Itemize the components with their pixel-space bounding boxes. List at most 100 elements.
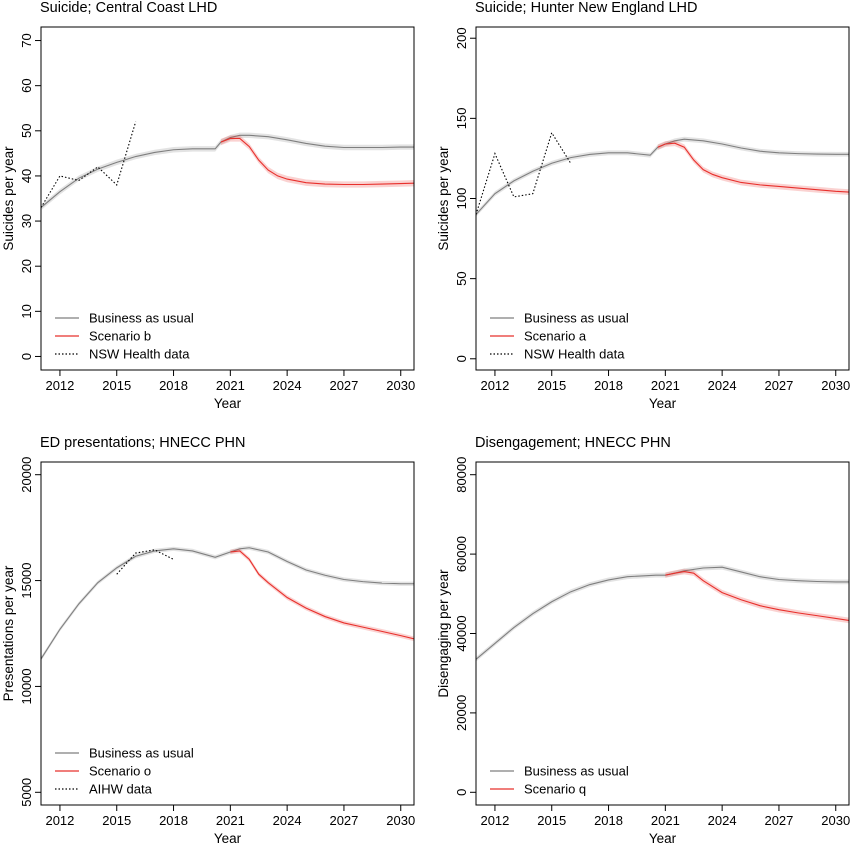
x-tick-label: 2018 [159,378,188,393]
series-line-nsw-health-data [476,131,572,215]
series-band-business-as-usual [41,132,414,211]
y-tick-label: 0 [454,355,469,362]
x-tick-label: 2024 [708,378,737,393]
y-tick-label: 150 [454,108,469,130]
chart-title: Disengagement; HNECC PHN [475,435,671,451]
series-line-scenario-o [230,550,414,640]
x-tick-label: 2015 [537,378,566,393]
legend-label: Scenario b [89,329,151,344]
x-tick-label: 2012 [45,813,74,828]
x-tick-label: 2015 [102,378,131,393]
legend-label: NSW Health data [89,347,190,362]
x-tick-label: 2012 [480,378,509,393]
series-line-scenario-q [665,571,849,621]
legend-label: NSW Health data [524,347,625,362]
y-tick-label: 50 [454,271,469,285]
x-tick-label: 2018 [594,378,623,393]
x-tick-label: 2030 [386,378,415,393]
x-tick-label: 2021 [216,378,245,393]
x-axis-label: Year [214,831,242,844]
chart-title: Suicide; Central Coast LHD [40,0,217,16]
x-tick-label: 2027 [764,813,793,828]
x-axis-label: Year [214,396,242,411]
chart-panel-1: Suicide; Central Coast LHD 2012 2015 2018 20… [1,0,415,411]
legend: Business as usual Scenario b NSW Health da… [55,311,194,362]
series-band-business-as-usual [476,136,849,217]
chart-title: ED presentations; HNECC PHN [40,435,246,451]
plot-frame [40,26,415,371]
x-tick-label: 2018 [159,813,188,828]
y-tick-label: 40 [19,169,34,183]
y-tick-label: 200 [454,27,469,49]
legend: Business as usual Scenario a NSW Health da… [490,311,629,362]
series-line-business-as-usual [41,134,414,208]
y-axis-label: Presentations per year [1,565,16,701]
legend-label: Scenario q [524,782,586,797]
chart-panel-3: ED presentations; HNECC PHN 2012 2015 2018 2… [1,435,415,846]
y-tick-label: 60000 [454,536,469,572]
plot-frame [475,461,850,806]
x-tick-label: 2021 [651,378,680,393]
chart-panel-4: Disengagement; HNECC PHN 2012 2015 2018 2021… [436,435,850,846]
series-band-business-as-usual [41,545,414,662]
legend-label: Scenario a [524,329,587,344]
series-line-scenario-b [220,137,414,186]
x-tick-label: 2027 [329,378,358,393]
y-tick-label: 10000 [19,668,34,704]
x-tick-label: 2024 [273,378,302,393]
y-tick-label: 80000 [454,457,469,493]
y-tick-label: 100 [454,188,469,210]
plot-frame [475,26,850,371]
x-tick-label: 2012 [480,813,509,828]
y-tick-label: 20 [19,259,34,273]
x-tick-label: 2030 [386,813,415,828]
y-tick-label: 20000 [454,695,469,731]
legend: Business as usual Scenario o AIHW data [55,746,194,797]
y-tick-label: 5000 [19,778,34,807]
x-tick-label: 2030 [821,813,850,828]
series-line-scenario-a [657,142,849,193]
x-tick-label: 2030 [821,378,850,393]
y-axis-label: Suicides per year [436,146,451,251]
x-tick-label: 2012 [45,378,74,393]
plot-frame [40,461,415,806]
x-tick-label: 2024 [708,813,737,828]
series-line-nsw-health-data [41,121,137,208]
y-axis-label: Disengaging per year [436,569,451,698]
y-tick-label: 70 [19,33,34,47]
y-tick-label: 50 [19,124,34,138]
plot-area [41,545,414,662]
plot-area [41,121,414,211]
legend-label: Scenario o [89,764,151,779]
chart-title: Suicide; Hunter New England LHD [475,0,697,16]
y-tick-label: 15000 [19,562,34,598]
legend-label: Business as usual [89,746,194,761]
x-axis-label: Year [649,831,677,844]
y-tick-label: 0 [454,789,469,796]
series-line-aihw-data [116,549,174,575]
series-line-business-as-usual [476,138,849,215]
chart-panel-2: Suicide; Hunter New England LHD 2012 2015 2… [436,0,850,411]
legend-label: Business as usual [524,311,629,326]
y-tick-label: 20000 [19,457,34,493]
y-axis-label: Suicides per year [1,146,16,251]
y-tick-label: 40000 [454,615,469,651]
legend-label: AIHW data [89,782,153,797]
plot-area [476,564,849,662]
x-tick-label: 2027 [764,378,793,393]
x-tick-label: 2015 [537,813,566,828]
y-tick-label: 10 [19,304,34,318]
x-tick-label: 2021 [216,813,245,828]
x-tick-label: 2024 [273,813,302,828]
series-band-scenario-o [230,548,414,642]
series-line-business-as-usual [41,547,414,660]
legend-label: Business as usual [524,764,629,779]
x-tick-label: 2015 [102,813,131,828]
x-axis-label: Year [649,396,677,411]
y-tick-label: 30 [19,214,34,228]
legend: Business as usual Scenario q [490,764,629,797]
x-tick-label: 2021 [651,813,680,828]
x-tick-label: 2018 [594,813,623,828]
